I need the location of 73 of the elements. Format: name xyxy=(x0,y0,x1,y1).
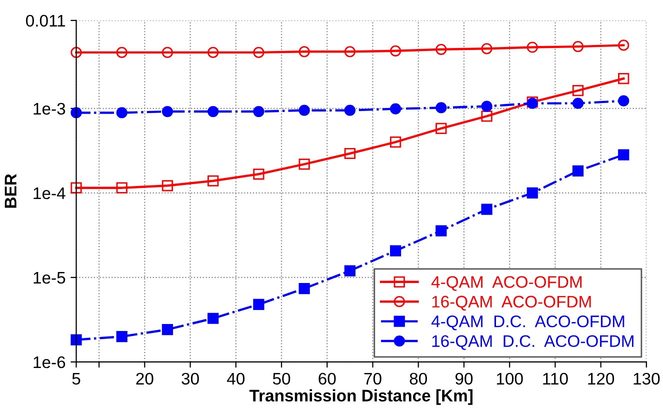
point xyxy=(116,46,128,58)
point xyxy=(70,46,82,58)
point xyxy=(618,72,630,84)
point xyxy=(298,282,310,294)
x-tick-label: 110 xyxy=(543,372,568,385)
x-tick-label: 5 xyxy=(72,372,80,385)
point xyxy=(116,107,128,118)
point xyxy=(481,43,492,54)
point xyxy=(116,182,128,194)
legend-label: 4-QAM ACO-OFDM xyxy=(431,276,582,291)
point xyxy=(253,298,264,310)
y-tick-label: 1e-5 xyxy=(34,272,66,284)
point xyxy=(70,334,82,346)
y-tick-label: 1e-4 xyxy=(34,188,66,200)
x-tick-label: 20 xyxy=(136,372,154,385)
point xyxy=(253,106,264,118)
point xyxy=(436,44,447,55)
point xyxy=(572,41,584,52)
point xyxy=(481,100,492,112)
x-tick-label: 130 xyxy=(634,372,660,385)
point xyxy=(390,103,402,114)
x-tick-label: 60 xyxy=(318,372,336,385)
point xyxy=(572,165,584,177)
point xyxy=(344,46,356,58)
x-tick-label: 90 xyxy=(455,372,473,385)
point xyxy=(208,175,219,186)
point xyxy=(253,46,264,58)
x-tick-label: 120 xyxy=(588,372,614,385)
point xyxy=(208,46,219,58)
x-tick-label: 50 xyxy=(272,372,290,385)
x-tick-label: 30 xyxy=(182,372,199,385)
y-tick-label: 0.011 xyxy=(26,14,66,27)
point xyxy=(298,104,310,116)
point xyxy=(572,98,584,109)
point xyxy=(70,182,82,194)
y-tick-label: 1e-6 xyxy=(34,356,66,368)
x-tick-label: 70 xyxy=(364,372,382,385)
point xyxy=(390,245,402,256)
point xyxy=(298,46,310,58)
point xyxy=(572,84,584,96)
point xyxy=(526,42,538,53)
point xyxy=(116,330,128,342)
y-tick-label: 1e-3 xyxy=(34,102,66,115)
point xyxy=(162,106,174,118)
point xyxy=(344,265,356,276)
x-tick-label: 40 xyxy=(227,372,245,385)
point xyxy=(162,46,174,58)
point xyxy=(526,187,538,199)
point xyxy=(618,149,630,160)
point xyxy=(436,225,447,236)
legend-label: 16-QAM ACO-OFDM xyxy=(432,296,591,311)
x-tick-label: 100 xyxy=(496,372,523,385)
point xyxy=(344,104,356,116)
y-axis-title: BER xyxy=(4,174,16,208)
point xyxy=(481,110,492,122)
point xyxy=(481,204,492,215)
x-tick-label: 80 xyxy=(410,372,427,385)
x-axis-title: Transmission Distance [Km] xyxy=(249,389,472,405)
point xyxy=(208,106,219,118)
point xyxy=(436,102,447,114)
point xyxy=(253,168,264,180)
point xyxy=(436,122,447,134)
point xyxy=(618,95,630,106)
legend-label: 16-QAM D.C. ACO-OFDM xyxy=(432,335,634,350)
point xyxy=(390,136,402,148)
point xyxy=(162,324,174,336)
point xyxy=(208,312,219,324)
point xyxy=(618,40,630,51)
point xyxy=(344,148,356,160)
point xyxy=(162,180,174,192)
legend-label: 4-QAM D.C. ACO-OFDM xyxy=(431,316,624,330)
point xyxy=(390,45,402,56)
point xyxy=(298,158,310,170)
